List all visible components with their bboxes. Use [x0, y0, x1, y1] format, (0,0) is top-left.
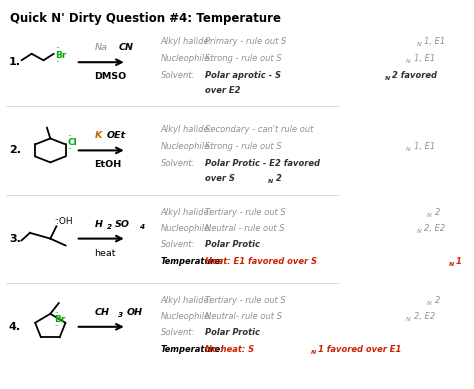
Text: 2: 2	[107, 224, 111, 230]
Text: 2 favored: 2 favored	[392, 71, 438, 80]
Text: Alkyl halide:: Alkyl halide:	[161, 208, 212, 217]
Text: Br: Br	[55, 315, 66, 324]
Text: CN: CN	[118, 43, 134, 52]
Text: N: N	[406, 147, 410, 152]
Text: Primary - rule out S: Primary - rule out S	[205, 37, 286, 46]
Text: over E2: over E2	[205, 86, 240, 95]
Text: 2: 2	[276, 174, 282, 183]
Text: N: N	[427, 213, 432, 218]
Text: 1.: 1.	[9, 57, 21, 67]
Text: DMSO: DMSO	[94, 72, 127, 81]
Text: Neutral- rule out S: Neutral- rule out S	[205, 312, 282, 321]
Text: 2.: 2.	[9, 145, 21, 155]
Text: Solvent:: Solvent:	[161, 240, 195, 249]
Text: SO: SO	[115, 219, 130, 228]
Text: Temperature:: Temperature:	[161, 257, 224, 266]
Text: Heat: E1 favored over S: Heat: E1 favored over S	[205, 257, 317, 266]
Text: Solvent:: Solvent:	[161, 159, 195, 168]
Text: Alkyl halide:: Alkyl halide:	[161, 125, 212, 134]
Text: 2: 2	[435, 296, 440, 305]
Text: ··: ··	[55, 310, 59, 315]
Text: 2, E2: 2, E2	[424, 224, 446, 233]
Text: Polar Protic: Polar Protic	[205, 328, 260, 337]
Text: Br: Br	[55, 51, 67, 60]
Text: Secondary - can't rule out: Secondary - can't rule out	[205, 125, 313, 134]
Text: ··: ··	[55, 46, 60, 51]
Text: Alkyl halide:: Alkyl halide:	[161, 296, 212, 305]
Text: over S: over S	[205, 174, 235, 183]
Text: Na: Na	[94, 43, 108, 52]
Text: 1: 1	[456, 257, 462, 266]
Text: Tertiary - rule out S: Tertiary - rule out S	[205, 296, 285, 305]
Text: Neutral - rule out S: Neutral - rule out S	[205, 224, 284, 233]
Text: 1 favored over E1: 1 favored over E1	[319, 345, 401, 354]
Text: Alkyl halide:: Alkyl halide:	[161, 37, 212, 46]
Text: N: N	[417, 42, 421, 47]
Text: Temperature:: Temperature:	[161, 345, 224, 354]
Text: ··: ··	[55, 217, 59, 223]
Text: Solvent:: Solvent:	[161, 71, 195, 80]
Text: ··: ··	[67, 133, 72, 139]
Text: OH: OH	[127, 308, 143, 317]
Text: N: N	[406, 317, 410, 322]
Text: 3.: 3.	[9, 234, 21, 244]
Text: Quick N' Dirty Question #4: Temperature: Quick N' Dirty Question #4: Temperature	[9, 12, 281, 25]
Text: N: N	[448, 262, 454, 267]
Text: heat: heat	[94, 249, 116, 258]
Text: N: N	[417, 229, 421, 234]
Text: Tertiary - rule out S: Tertiary - rule out S	[205, 208, 285, 217]
Text: ··: ··	[67, 146, 72, 152]
Text: H: H	[94, 219, 102, 228]
Text: N: N	[268, 179, 273, 184]
Text: N: N	[385, 76, 390, 81]
Text: Nucleophile:: Nucleophile:	[161, 312, 213, 321]
Text: ··: ··	[55, 323, 59, 329]
Text: N: N	[406, 59, 410, 64]
Text: 4: 4	[139, 224, 144, 230]
Text: 4.: 4.	[9, 322, 21, 332]
Text: Solvent:: Solvent:	[161, 328, 195, 337]
Text: EtOH: EtOH	[94, 161, 122, 170]
Text: N: N	[310, 350, 316, 356]
Text: Strong - rule out S: Strong - rule out S	[205, 54, 282, 63]
Text: Polar aprotic - S: Polar aprotic - S	[205, 71, 281, 80]
Text: Polar Protic - E2 favored: Polar Protic - E2 favored	[205, 159, 320, 168]
Text: Polar Protic: Polar Protic	[205, 240, 260, 249]
Text: Strong - rule out S: Strong - rule out S	[205, 142, 282, 151]
Text: 1, E1: 1, E1	[414, 54, 435, 63]
Text: ··: ··	[55, 59, 60, 65]
Text: No heat: S: No heat: S	[205, 345, 254, 354]
Text: OEt: OEt	[107, 131, 126, 140]
Text: 1, E1: 1, E1	[414, 142, 435, 151]
Text: 3: 3	[118, 312, 124, 318]
Text: :OH: :OH	[56, 217, 73, 226]
Text: 2, E2: 2, E2	[414, 312, 435, 321]
Text: 2: 2	[435, 208, 440, 217]
Text: 1, E1: 1, E1	[424, 37, 446, 46]
Text: Nucleophile:: Nucleophile:	[161, 224, 213, 233]
Text: Nucleophile:: Nucleophile:	[161, 142, 213, 151]
Text: CH: CH	[94, 308, 109, 317]
Text: Nucleophile:: Nucleophile:	[161, 54, 213, 63]
Text: Cl: Cl	[67, 138, 77, 147]
Text: K: K	[94, 131, 102, 140]
Text: N: N	[427, 301, 432, 306]
